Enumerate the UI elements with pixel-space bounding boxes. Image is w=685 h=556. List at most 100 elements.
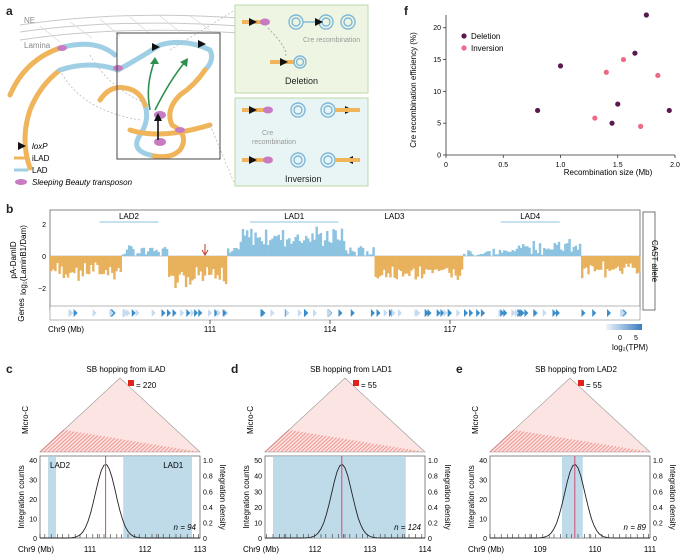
- chr-label: Chr9 (Mb): [468, 545, 504, 554]
- cre-label-inversion: Cre: [262, 130, 273, 137]
- damid-bar: [178, 256, 181, 275]
- damid-bar: [351, 250, 354, 256]
- microc-band: [280, 431, 303, 453]
- damid-bar: [111, 256, 114, 273]
- gene-mark: [126, 309, 131, 317]
- damid-bar: [281, 230, 285, 256]
- y-right-tick-label: 0.6: [203, 489, 213, 496]
- scatter-x-tick-label: 0: [444, 162, 448, 169]
- microc-band: [497, 430, 522, 453]
- damid-bar: [505, 250, 508, 256]
- gene-mark: [443, 309, 448, 317]
- gene-mark: [503, 309, 508, 317]
- tpm-tick-label: 0: [618, 335, 622, 342]
- damid-bar: [524, 246, 527, 256]
- damid-bar: [73, 256, 76, 274]
- microc-label: Micro-C: [21, 406, 30, 434]
- microc-band: [39, 429, 65, 453]
- microc-band: [332, 438, 348, 453]
- damid-bar: [602, 256, 605, 262]
- damid-bar: [416, 256, 420, 277]
- scatter-point-deletion: [643, 12, 649, 18]
- microc-band: [577, 441, 590, 453]
- damid-bar: [475, 255, 479, 256]
- y-left-tick-label: 40: [29, 458, 37, 465]
- damid-bar: [123, 253, 127, 256]
- damid-bar: [559, 249, 563, 256]
- microc-band: [372, 444, 382, 453]
- hopping-arrows: [147, 59, 186, 140]
- damid-bar: [623, 256, 626, 268]
- microc-band: [396, 447, 402, 453]
- gene-mark: [606, 309, 611, 317]
- damid-bar: [460, 256, 464, 270]
- lad-region: [273, 456, 406, 538]
- damid-bar: [395, 256, 398, 280]
- damid-bar: [540, 254, 544, 256]
- damid-bar: [370, 254, 373, 256]
- legend-marker-deletion: [461, 33, 467, 39]
- y-right-tick-label: 1.0: [203, 458, 213, 465]
- scatter-point-deletion: [609, 120, 615, 126]
- chr-label-b: Chr9 (Mb): [48, 325, 84, 334]
- y-right-tick-label: 0: [428, 536, 432, 543]
- damid-bar: [463, 253, 466, 256]
- gene-mark: [621, 309, 626, 317]
- y-right-tick-label: 0.4: [203, 505, 213, 512]
- gene-mark: [327, 309, 332, 317]
- microc-band: [553, 438, 569, 453]
- gene-mark: [533, 309, 538, 317]
- legend-transposon: Sleeping Beauty transposon: [32, 178, 133, 187]
- damid-bar: [250, 228, 253, 256]
- damid-bar: [104, 256, 108, 270]
- damid-bar: [68, 256, 72, 273]
- damid-bar: [317, 234, 321, 256]
- damid-bar: [168, 256, 171, 277]
- legend-loxp: loxP: [32, 142, 48, 151]
- microc-band: [111, 439, 126, 453]
- damid-bar: [515, 248, 519, 256]
- gene-mark: [166, 309, 171, 317]
- microc-band: [336, 439, 351, 453]
- gene-mark: [456, 309, 461, 317]
- microc-band: [344, 440, 358, 453]
- microc-max-swatch: [128, 380, 134, 386]
- y-right-tick-label: 0.8: [428, 474, 438, 481]
- damid-bar: [635, 256, 639, 274]
- damid-bar: [522, 244, 525, 256]
- panel-c-title: SB hopping from iLAD: [86, 365, 165, 374]
- damid-bar: [589, 256, 592, 266]
- microc-band: [505, 431, 528, 453]
- damid-bar: [307, 238, 310, 256]
- damid-bar: [155, 249, 158, 256]
- damid-bar: [71, 256, 74, 273]
- microc-band: [376, 444, 385, 453]
- gene-mark: [261, 309, 266, 317]
- lad-label: LAD3: [384, 212, 405, 221]
- damid-y-tick-label: −2: [38, 286, 46, 293]
- damid-bar: [191, 256, 194, 281]
- damid-bar: [456, 256, 460, 280]
- microc-max-label: = 55: [586, 381, 602, 390]
- panel-label-c: c: [6, 362, 13, 376]
- damid-bar: [532, 240, 535, 256]
- damid-bar: [195, 256, 198, 268]
- microc-band: [356, 442, 368, 453]
- y-left-tick-label: 10: [479, 517, 487, 524]
- gene-mark: [555, 309, 560, 317]
- damid-bar: [614, 256, 618, 269]
- microc-band: [541, 436, 559, 453]
- damid-ylabel-2: log₂(LaminB1/Dam): [19, 225, 28, 295]
- damid-bar: [536, 253, 540, 256]
- legend-label-inversion: Inversion: [471, 44, 503, 53]
- genes-label: Genes: [17, 298, 26, 322]
- genes-track: [49, 305, 641, 321]
- damid-bar: [593, 256, 597, 272]
- legend-ilad: iLAD: [32, 154, 50, 163]
- damid-bar: [296, 234, 299, 256]
- microc-label: Micro-C: [471, 406, 480, 434]
- microc-band: [549, 437, 566, 453]
- damid-bar: [127, 245, 131, 256]
- microc-band: [380, 445, 388, 453]
- damid-bar: [235, 247, 238, 256]
